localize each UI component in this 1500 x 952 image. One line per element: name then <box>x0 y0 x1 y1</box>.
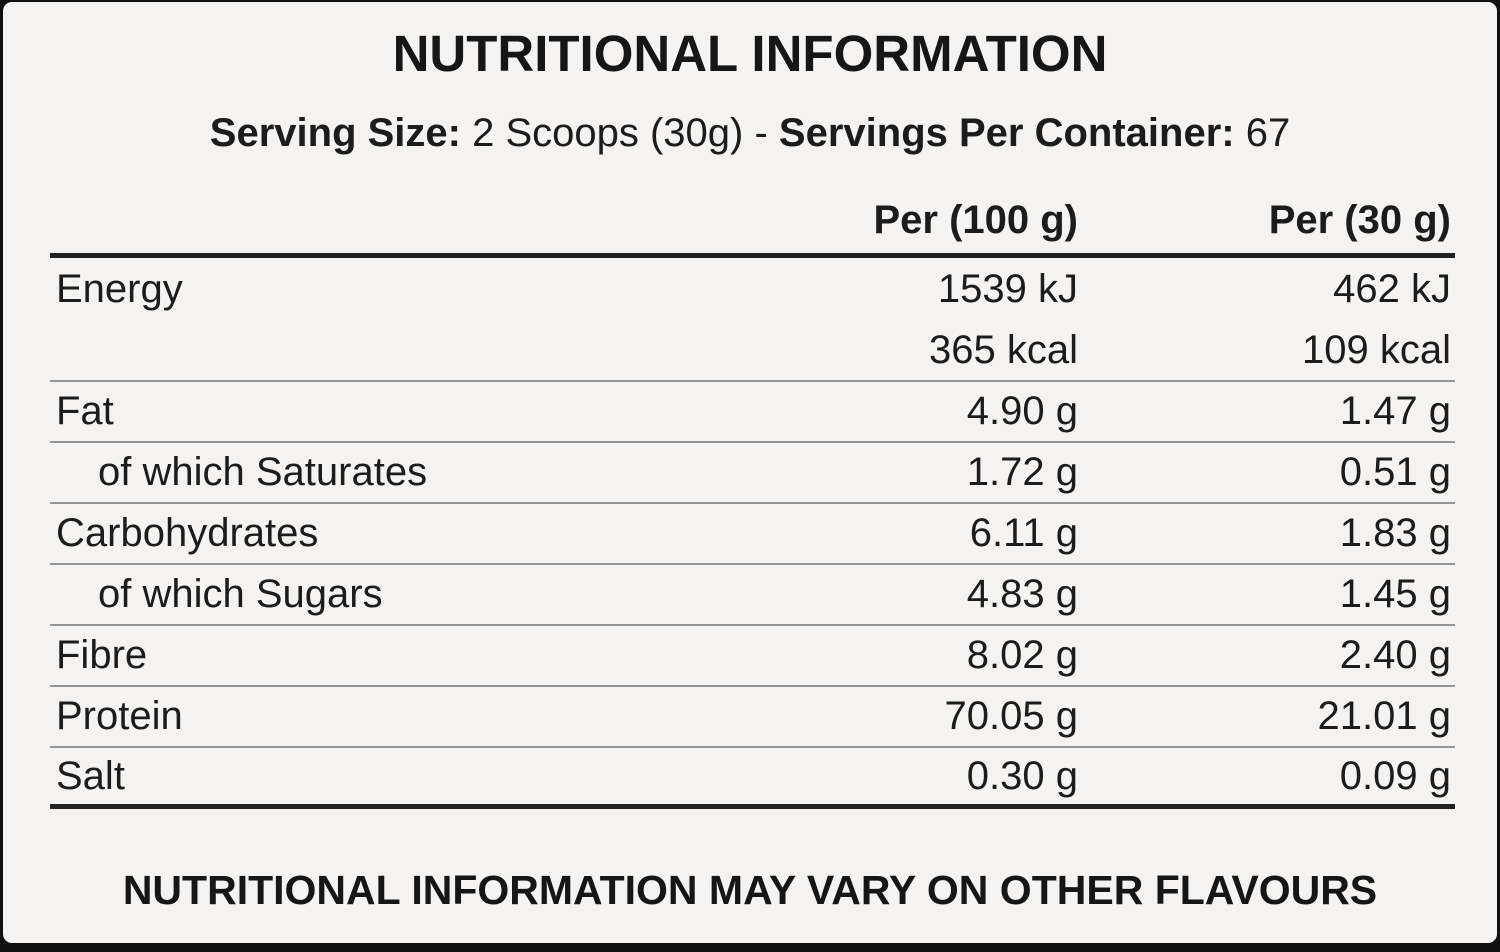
row-label: of which Sugars <box>98 572 383 616</box>
row-per100-value: 70.05 g <box>944 694 1078 738</box>
table-row-energy-kj: Energy 1539 kJ 462 kJ <box>50 258 1455 320</box>
row-per30-value: 0.51 g <box>1339 450 1451 494</box>
table-row-sugars: of which Sugars 4.83 g 1.45 g <box>50 565 1455 626</box>
table-header-row: Per (100 g) Per (30 g) <box>50 192 1455 258</box>
serving-size-label: Serving Size: <box>209 111 473 155</box>
footer-disclaimer: NUTRITIONAL INFORMATION MAY VARY ON OTHE… <box>122 867 1378 913</box>
row-per30-value: 1.47 g <box>1339 389 1451 433</box>
serving-size-value: 2 Scoops (30g) - <box>472 111 779 155</box>
table-row-fibre: Fibre 8.02 g 2.40 g <box>50 626 1455 687</box>
row-per30-value: 1.83 g <box>1339 511 1451 555</box>
row-per30-value: 109 kcal <box>1302 327 1451 372</box>
table-row-fat: Fat 4.90 g 1.47 g <box>50 382 1455 443</box>
row-label: Protein <box>56 694 183 738</box>
page-title: NUTRITIONAL INFORMATION <box>392 25 1108 82</box>
row-per100-value: 1539 kJ <box>937 266 1078 311</box>
row-label: Salt <box>56 753 125 798</box>
serving-info-line: Serving Size: 2 Scoops (30g) - Servings … <box>3 111 1497 156</box>
row-per30-value: 21.01 g <box>1317 694 1451 738</box>
header-per-100g: Per (100 g) <box>873 198 1078 242</box>
header-per-30g: Per (30 g) <box>1268 198 1451 242</box>
row-per30-value: 462 kJ <box>1333 266 1451 311</box>
servings-per-container-value: 67 <box>1245 111 1291 155</box>
row-per100-value: 0.30 g <box>966 753 1078 798</box>
nutrition-table: Per (100 g) Per (30 g) Energy 1539 kJ 46… <box>50 192 1455 809</box>
row-per100-value: 1.72 g <box>966 450 1078 494</box>
table-row-salt: Salt 0.30 g 0.09 g <box>50 748 1455 809</box>
row-per100-value: 4.83 g <box>966 572 1078 616</box>
table-row-energy-kcal: 365 kcal 109 kcal <box>50 320 1455 382</box>
row-per100-value: 8.02 g <box>966 633 1078 677</box>
table-row-protein: Protein 70.05 g 21.01 g <box>50 687 1455 748</box>
row-per30-value: 2.40 g <box>1339 633 1451 677</box>
row-label: Carbohydrates <box>56 511 319 555</box>
row-label: Energy <box>56 266 183 311</box>
row-per100-value: 6.11 g <box>969 511 1078 555</box>
row-per30-value: 1.45 g <box>1339 572 1451 616</box>
table-row-saturates: of which Saturates 1.72 g 0.51 g <box>50 443 1455 504</box>
row-per100-value: 365 kcal <box>929 327 1078 372</box>
row-label: Fat <box>56 389 114 433</box>
nutrition-label: NUTRITIONAL INFORMATION Serving Size: 2 … <box>3 2 1497 943</box>
servings-per-container-label: Servings Per Container: <box>778 111 1246 155</box>
table-row-carbohydrates: Carbohydrates 6.11 g 1.83 g <box>50 504 1455 565</box>
row-label: of which Saturates <box>98 450 428 494</box>
row-per100-value: 4.90 g <box>966 389 1078 433</box>
row-label: Fibre <box>56 633 148 677</box>
row-per30-value: 0.09 g <box>1339 753 1451 798</box>
